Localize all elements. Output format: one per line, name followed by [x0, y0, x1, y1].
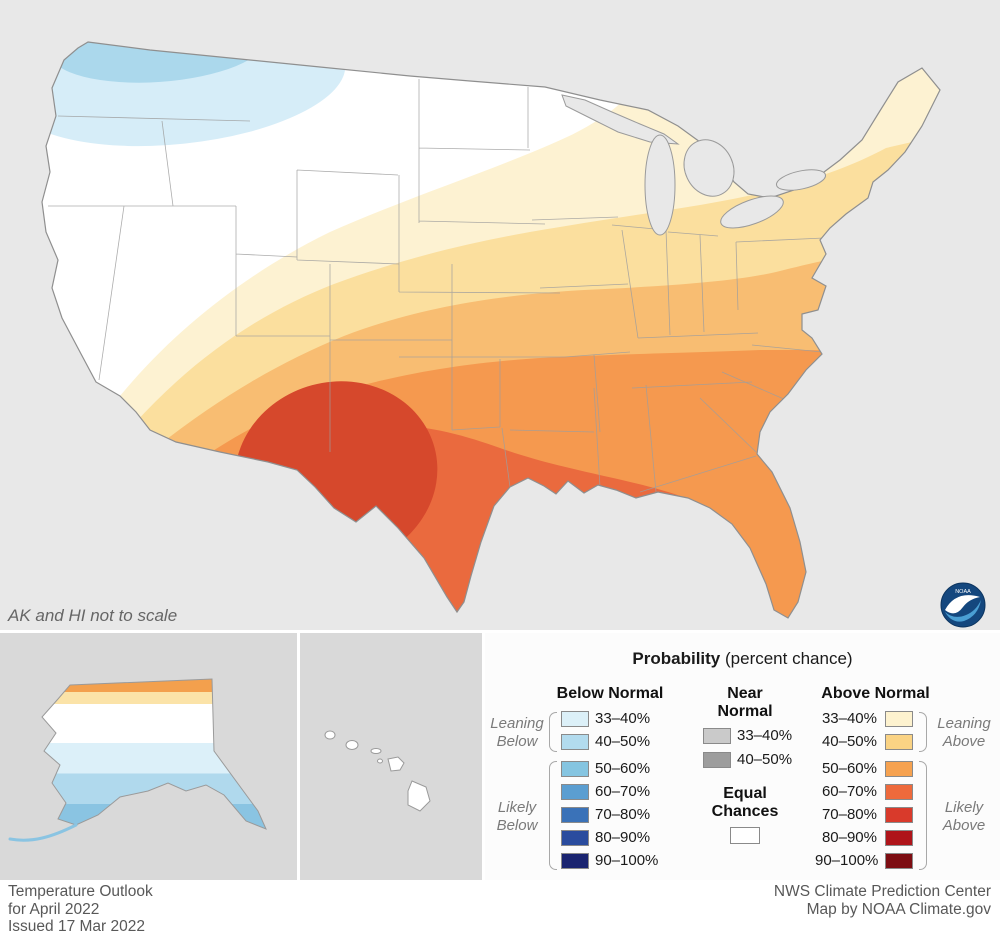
us-probability-map: AK and HI not to scale NOAA — [0, 0, 1000, 630]
us-outline — [41, 41, 941, 619]
hawaii-inset-map — [297, 630, 482, 880]
legend-swatch — [561, 830, 589, 846]
likely-below-label: Likely Below — [496, 799, 538, 834]
legend-swatch — [561, 711, 589, 727]
footer: Temperature Outlook for April 2022 Issue… — [0, 880, 1000, 938]
svg-text:NOAA: NOAA — [955, 589, 971, 595]
equal-chances-swatch — [730, 827, 760, 844]
legend-swatch — [561, 853, 589, 869]
footer-right-text: NWS Climate Prediction Center Map by NOA… — [774, 883, 991, 918]
legend-swatch — [561, 761, 589, 777]
alaska-svg — [8, 678, 267, 842]
legend-range-label: 70–80% — [595, 806, 651, 823]
legend-range-label: 33–40% — [595, 710, 651, 727]
leaning-above-label: Leaning Above — [937, 715, 991, 750]
legend-range-label: 40–50% — [821, 733, 877, 750]
legend-title-normal: (percent chance) — [725, 649, 853, 668]
legend-swatch — [885, 734, 913, 750]
below-normal-header: Below Normal — [556, 685, 664, 702]
footer-credit: Map by NOAA Climate.gov — [806, 900, 991, 918]
great-lakes — [561, 94, 827, 236]
legend-swatch — [885, 761, 913, 777]
near-normal-header: Near Normal — [717, 685, 773, 720]
legend-title-bold: Probability — [632, 649, 721, 668]
footer-issued: Issued 17 Mar 2022 — [8, 918, 146, 935]
alaska-shape — [41, 678, 267, 830]
noaa-logo: NOAA — [940, 582, 986, 628]
scale-note: AK and HI not to scale — [8, 606, 178, 625]
likely-above-bracket — [919, 761, 927, 870]
legend-range-label: 50–60% — [595, 760, 651, 777]
legend-swatch — [885, 784, 913, 800]
legend-swatch — [885, 711, 913, 727]
hawaii-svg — [324, 730, 431, 812]
leaning-above-bracket — [919, 712, 927, 752]
alaska-inset-map — [0, 630, 297, 880]
legend-title: Probability (percent chance) — [485, 649, 1000, 669]
legend-range-label: 40–50% — [737, 751, 793, 768]
legend-range-label: 50–60% — [821, 760, 877, 777]
legend-swatch — [885, 853, 913, 869]
legend-range-label: 40–50% — [595, 733, 651, 750]
legend-range-label: 90–100% — [595, 852, 659, 869]
likely-above-label: Likely Above — [942, 799, 986, 834]
legend-swatch — [885, 807, 913, 823]
footer-period: for April 2022 — [8, 900, 100, 918]
leaning-below-label: Leaning Below — [490, 715, 544, 750]
legend-range-label: 80–90% — [595, 829, 651, 846]
hawaii-islands — [324, 730, 431, 812]
footer-source: NWS Climate Prediction Center — [773, 883, 991, 900]
legend-range-label: 60–70% — [595, 783, 651, 800]
us-map-svg — [41, 41, 941, 619]
legend-range-label: 90–100% — [815, 852, 879, 869]
legend-swatch — [561, 807, 589, 823]
noaa-logo-svg: NOAA — [940, 582, 986, 628]
aleutian-islands — [8, 823, 78, 842]
footer-title: Temperature Outlook — [8, 883, 153, 900]
legend-swatch — [703, 752, 731, 768]
legend-panel: Probability (percent chance) Below Norma… — [482, 630, 1000, 880]
legend-swatch — [561, 734, 589, 750]
legend-swatch — [885, 830, 913, 846]
equal-chances-label: Equal Chances — [711, 785, 779, 820]
legend-range-label: 70–80% — [821, 806, 877, 823]
legend-swatch — [561, 784, 589, 800]
footer-left-text: Temperature Outlook for April 2022 Issue… — [8, 883, 153, 936]
likely-below-bracket — [549, 761, 557, 870]
leaning-below-bracket — [549, 712, 557, 752]
legend-swatch — [703, 728, 731, 744]
legend-range-label: 60–70% — [821, 783, 877, 800]
legend-range-label: 80–90% — [821, 829, 877, 846]
legend-range-label: 33–40% — [737, 727, 793, 744]
legend-range-label: 33–40% — [821, 710, 877, 727]
above-normal-header: Above Normal — [821, 685, 930, 702]
